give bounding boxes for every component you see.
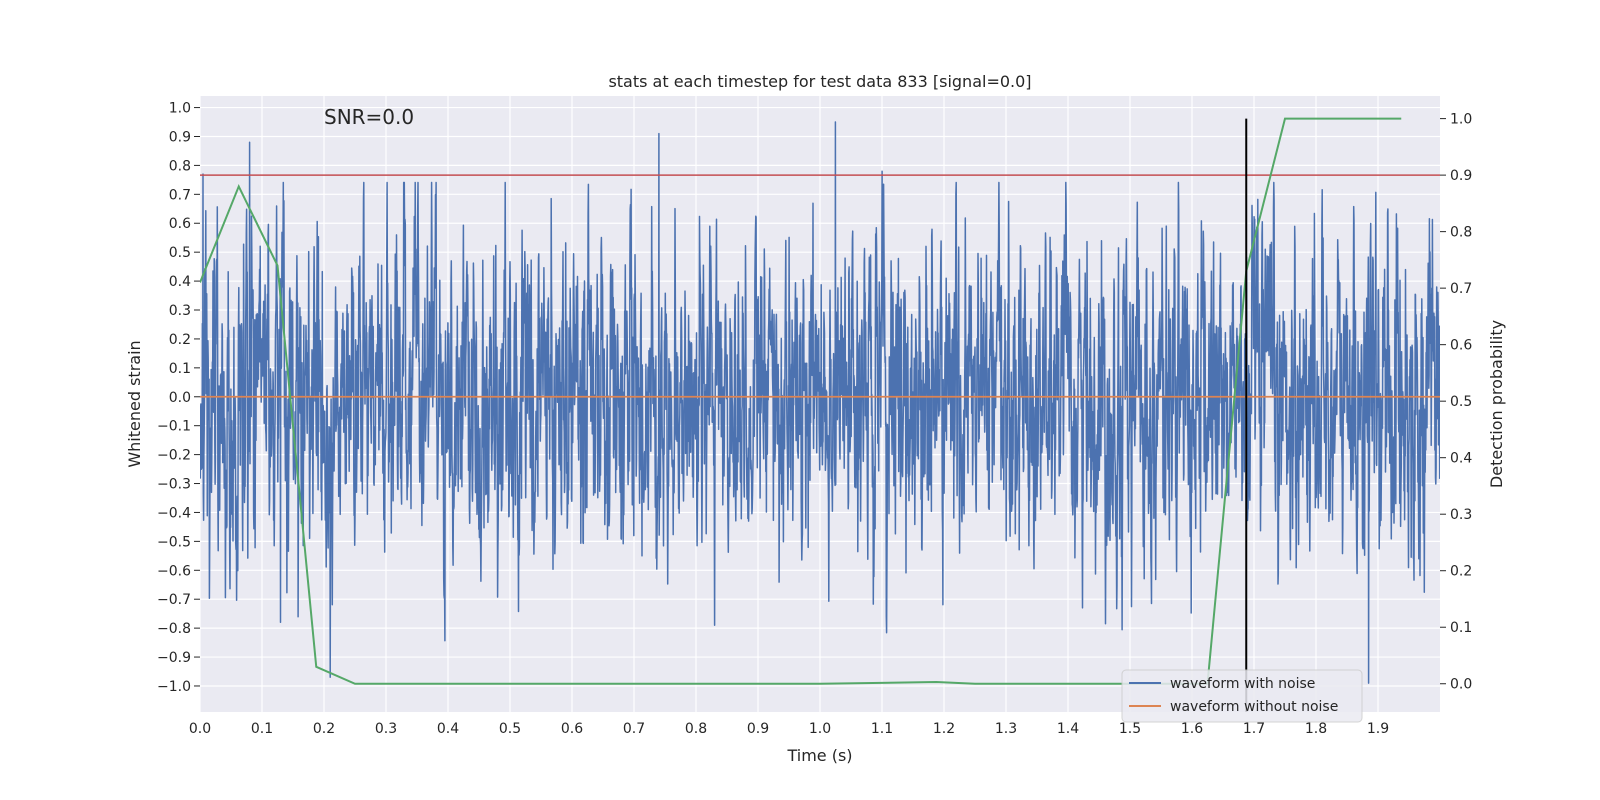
x-tick-label: 1.8 <box>1305 721 1327 737</box>
x-tick-label: 0.5 <box>499 721 521 737</box>
y-tick-label: −1.0 <box>157 679 191 695</box>
x-tick-label: 0.2 <box>313 721 335 737</box>
x-tick-label: 0.6 <box>561 721 583 737</box>
y-tick-label: −0.2 <box>157 448 191 464</box>
y2-tick-label: 0.7 <box>1450 281 1472 297</box>
x-tick-label: 1.2 <box>933 721 955 737</box>
y-tick-label: −0.9 <box>157 650 191 666</box>
y-axis-ticks: 1.0 0.9 0.8 0.7 0.6 0.5 0.4 0.3 0.2 0.1 0.0 −0.1 −0.… <box>157 101 200 695</box>
y-tick-label: 0.6 <box>169 216 191 232</box>
y-tick-label: 0.2 <box>169 332 191 348</box>
y2-tick-label: 0.6 <box>1450 338 1472 354</box>
y-tick-label: 0.3 <box>169 303 191 319</box>
y-tick-label: −0.8 <box>157 621 191 637</box>
x-tick-label: 1.9 <box>1367 721 1389 737</box>
y-axis-title: Whitened strain <box>125 340 144 467</box>
x-axis-title: Time (s) <box>786 746 852 765</box>
y-tick-label: 0.1 <box>169 361 191 377</box>
x-tick-label: 1.6 <box>1181 721 1203 737</box>
y-tick-label: 0.9 <box>169 129 191 145</box>
legend-label-clean: waveform without noise <box>1170 699 1338 715</box>
y-tick-label: −0.7 <box>157 592 191 608</box>
y-tick-label: 0.8 <box>169 158 191 174</box>
x-tick-label: 0.0 <box>189 721 211 737</box>
x-tick-label: 0.8 <box>685 721 707 737</box>
y-tick-label: −0.5 <box>157 534 191 550</box>
y2-tick-label: 0.0 <box>1450 677 1472 693</box>
legend: waveform with noise waveform without noi… <box>1121 669 1363 723</box>
x-tick-label: 0.4 <box>437 721 459 737</box>
y2-tick-label: 1.0 <box>1450 112 1472 128</box>
x-tick-label: 0.3 <box>375 721 397 737</box>
y-tick-label: −0.4 <box>157 505 191 521</box>
x-tick-label: 1.1 <box>871 721 893 737</box>
x-tick-label: 0.1 <box>251 721 273 737</box>
x-tick-label: 0.7 <box>623 721 645 737</box>
y-tick-label: −0.6 <box>157 563 191 579</box>
x-tick-label: 1.4 <box>1057 721 1079 737</box>
y2-tick-label: 0.3 <box>1450 507 1472 523</box>
x-tick-label: 1.3 <box>995 721 1017 737</box>
y-tick-label: −0.1 <box>157 419 191 435</box>
y2-tick-label: 0.1 <box>1450 620 1472 636</box>
y-tick-label: −0.3 <box>157 477 191 493</box>
series-detection-probability <box>200 117 1402 685</box>
x-tick-label: 1.7 <box>1243 721 1265 737</box>
y-tick-label: 0.7 <box>169 187 191 203</box>
series-waveform-with-noise <box>200 121 1440 684</box>
y-tick-label: 0.0 <box>169 390 191 406</box>
y-tick-label: 0.5 <box>169 245 191 261</box>
y2-tick-label: 0.5 <box>1450 394 1472 410</box>
x-tick-label: 1.5 <box>1119 721 1141 737</box>
legend-box <box>1121 669 1363 723</box>
y2-axis-ticks: 1.0 0.9 0.8 0.7 0.6 0.5 0.4 0.3 0.2 0.1 0.0 <box>1440 112 1472 693</box>
snr-annotation: SNR=0.0 <box>324 105 414 129</box>
x-tick-label: 0.9 <box>747 721 769 737</box>
y2-tick-label: 0.2 <box>1450 564 1472 580</box>
y2-tick-label: 0.9 <box>1450 168 1472 184</box>
y-tick-label: 1.0 <box>169 101 191 117</box>
y2-tick-label: 0.4 <box>1450 451 1472 467</box>
y-tick-label: 0.4 <box>169 274 191 290</box>
x-tick-label: 1.0 <box>809 721 831 737</box>
chart-title: stats at each timestep for test data 833… <box>608 72 1031 91</box>
y2-tick-label: 0.8 <box>1450 225 1472 241</box>
legend-label-noise: waveform with noise <box>1170 676 1315 692</box>
y2-axis-title: Detection probability <box>1487 320 1506 488</box>
x-axis-ticks: 0.0 0.1 0.2 0.3 0.4 0.5 0.6 0.7 0.8 0.9 1.0 1.1 1.2 1… <box>189 721 1389 737</box>
